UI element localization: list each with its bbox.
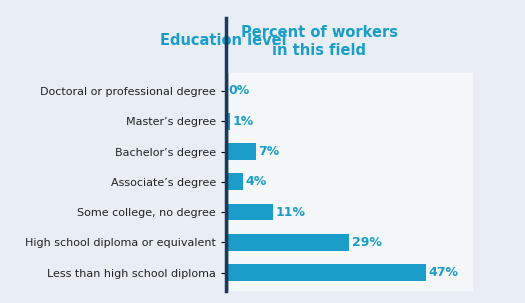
Bar: [226, 143, 256, 160]
Text: Education level: Education level: [160, 33, 287, 48]
Text: 29%: 29%: [352, 236, 382, 249]
Bar: [226, 204, 272, 220]
Text: 11%: 11%: [275, 206, 305, 218]
Text: 1%: 1%: [233, 115, 254, 128]
Bar: [226, 234, 349, 251]
Bar: [226, 173, 243, 190]
Text: 4%: 4%: [245, 175, 267, 188]
Text: 47%: 47%: [428, 266, 458, 279]
Text: 7%: 7%: [258, 145, 279, 158]
Text: Percent of workers
in this field: Percent of workers in this field: [241, 25, 398, 58]
Text: 0%: 0%: [228, 85, 249, 97]
Bar: [226, 264, 426, 281]
Bar: [226, 113, 230, 130]
